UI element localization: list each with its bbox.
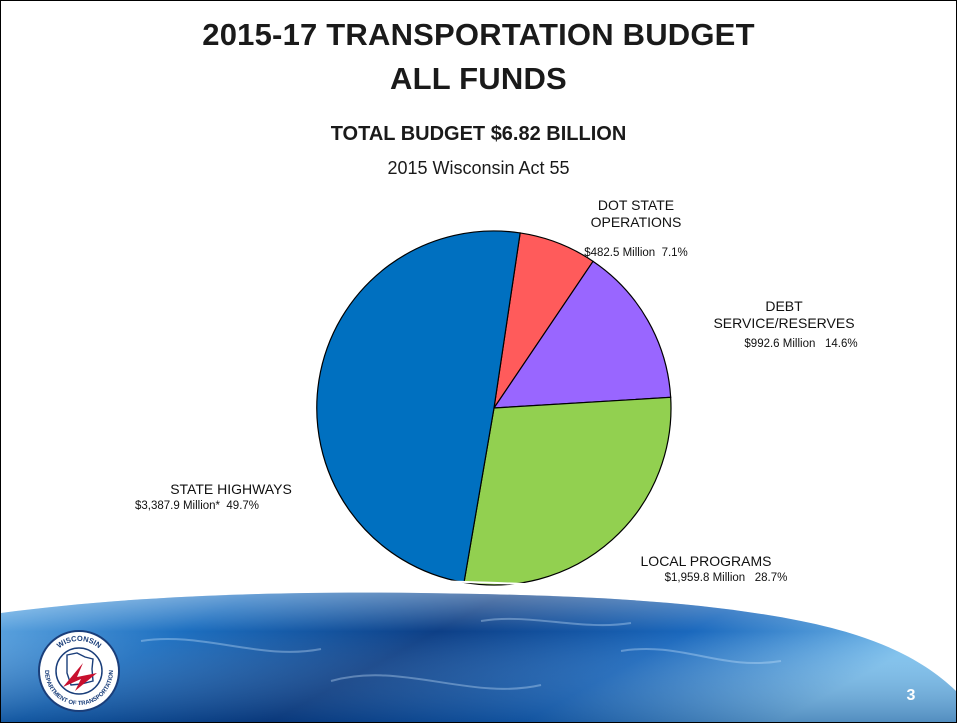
label-dot-state-operations: DOT STATE OPERATIONS $482.5 Million 7.1% — [556, 197, 716, 259]
slide-title-line2: ALL FUNDS — [390, 61, 567, 96]
label-state-highways-name: STATE HIGHWAYS — [170, 481, 292, 497]
label-debt-service-reserves-name: DEBT SERVICE/RESERVES — [713, 298, 855, 331]
label-dot-state-operations-value: $482.5 Million 7.1% — [584, 247, 688, 259]
label-state-highways: STATE HIGHWAYS $3,387.9 Million* 49.7% — [135, 481, 321, 512]
label-local-programs-name: LOCAL PROGRAMS — [640, 553, 772, 569]
banner-shade — [1, 592, 956, 722]
wisdot-logo: WISCONSIN DEPARTMENT OF TRANSPORTATION — [38, 630, 120, 712]
label-state-highways-value: $3,387.9 Million* 49.7% — [134, 500, 260, 512]
arrow-icon — [63, 663, 97, 691]
label-debt-service-reserves-value: $992.6 Million 14.6% — [744, 338, 858, 350]
slide-title-line1: 2015-17 TRANSPORTATION BUDGET — [202, 17, 755, 52]
pie-slice-debt-service-reserves — [492, 260, 672, 409]
label-debt-service-reserves: DEBT SERVICE/RESERVES $992.6 Million 14.… — [694, 298, 874, 350]
label-dot-state-operations-name: DOT STATE OPERATIONS — [590, 197, 682, 230]
pie-slice-state-highways — [316, 230, 521, 584]
label-local-programs-value: $1,959.8 Million 28.7% — [664, 572, 788, 584]
pie-slice-local-programs — [463, 396, 672, 586]
slide-caption: 2015 Wisconsin Act 55 — [387, 158, 570, 178]
label-local-programs: LOCAL PROGRAMS $1,959.8 Million 28.7% — [606, 553, 806, 584]
slide-subtitle: TOTAL BUDGET $6.82 BILLION — [330, 123, 627, 145]
page-number: 3 — [906, 687, 916, 704]
